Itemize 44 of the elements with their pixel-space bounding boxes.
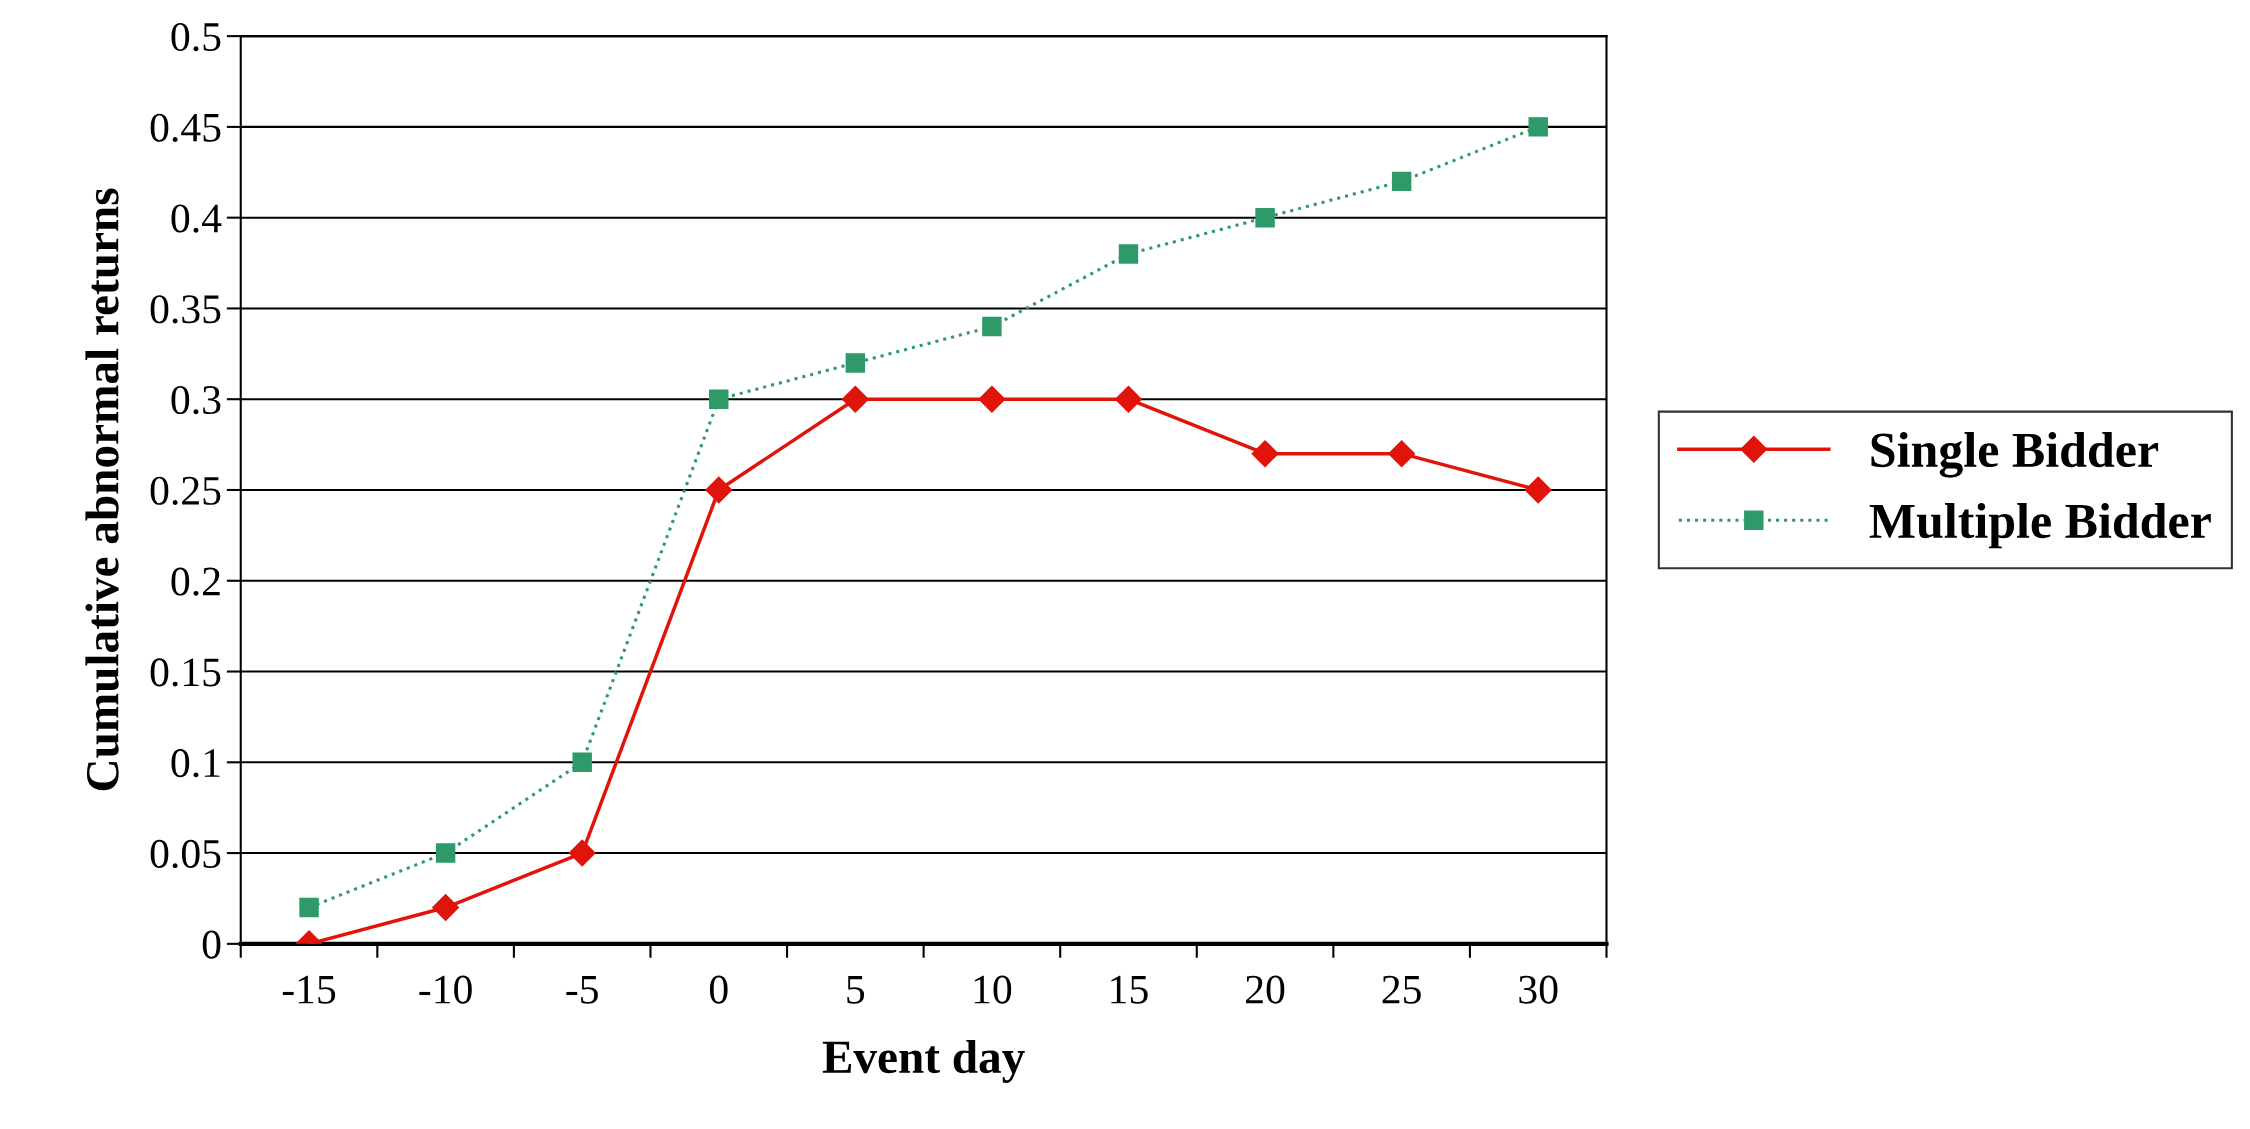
point xyxy=(1388,440,1416,468)
point xyxy=(841,385,869,413)
x-tick-label: 15 xyxy=(1111,975,1148,1004)
point xyxy=(568,839,596,867)
y-tick-label: 0.25 xyxy=(150,476,221,506)
x-tick-label: 10 xyxy=(974,975,1012,1004)
point xyxy=(978,385,1006,413)
point xyxy=(1251,440,1279,468)
y-tick-label: 0.2 xyxy=(171,567,220,596)
point xyxy=(1524,476,1552,504)
y-tick-label: 0.15 xyxy=(150,658,221,687)
point xyxy=(435,843,456,863)
x-axis-title: Event day xyxy=(822,1039,1025,1083)
point xyxy=(1115,385,1142,413)
point xyxy=(299,897,319,918)
x-tick-label: 20 xyxy=(1246,975,1285,1004)
point xyxy=(982,316,1002,337)
point xyxy=(1255,207,1275,228)
x-tick-label: -5 xyxy=(566,976,598,1004)
point xyxy=(1391,171,1412,192)
point xyxy=(709,389,729,409)
x-tick-label: -15 xyxy=(282,975,336,1004)
legend-label: Multiple Bidder xyxy=(1869,502,2211,549)
y-tick-label: 0.45 xyxy=(150,113,221,142)
point xyxy=(1118,244,1139,264)
x-tick-label: 25 xyxy=(1382,975,1421,1004)
y-tick-label: 0.1 xyxy=(171,749,220,778)
point xyxy=(705,476,733,504)
point xyxy=(1528,117,1548,137)
y-tick-label: 0.4 xyxy=(171,204,222,233)
y-tick-label: 0 xyxy=(202,930,221,959)
point xyxy=(572,752,592,773)
y-tick-label: 0.35 xyxy=(150,295,221,324)
point xyxy=(845,353,866,373)
point xyxy=(432,894,460,921)
y-tick-label: 0.5 xyxy=(171,22,221,52)
legend-label: Single Bidder xyxy=(1871,431,2159,478)
x-tick-label: 30 xyxy=(1519,975,1558,1004)
y-axis-title: Cumulative abnormal returns xyxy=(85,188,119,791)
x-tick-label: 0 xyxy=(709,975,728,1004)
y-tick-label: 0.05 xyxy=(150,839,221,869)
y-tick-label: 0.3 xyxy=(171,385,221,415)
x-tick-label: -10 xyxy=(419,975,472,1004)
x-tick-label: 5 xyxy=(847,976,865,1004)
